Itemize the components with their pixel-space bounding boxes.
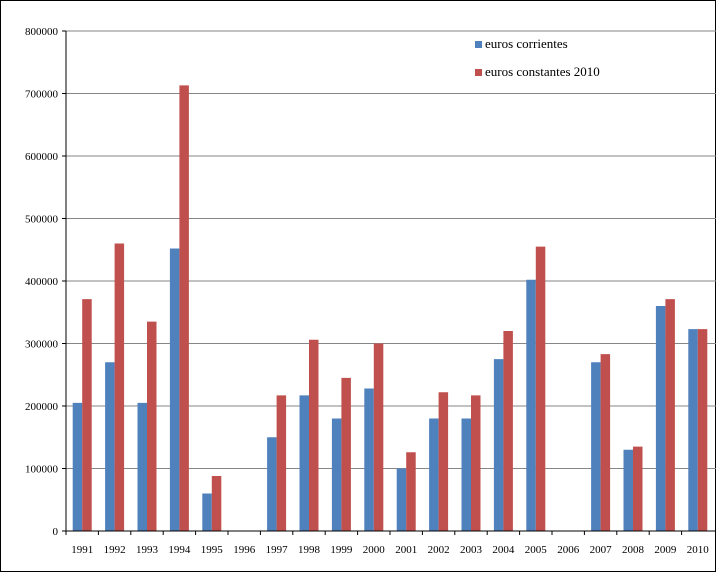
bar-constantes-1992 (114, 243, 125, 531)
x-tick-label: 2010 (687, 544, 710, 556)
y-tick-label: 700000 (25, 89, 59, 101)
x-tick-label: 1992 (104, 544, 126, 556)
bar-constantes-2001 (406, 452, 416, 531)
x-tick-label: 2008 (622, 544, 645, 556)
bar-corrientes-2009 (655, 306, 666, 531)
bar-constantes-1993 (147, 321, 157, 531)
bar-constantes-2009 (665, 299, 675, 531)
bar-corrientes-2004 (493, 359, 504, 531)
x-tick-label: 1993 (136, 544, 159, 556)
y-tick-label: 100000 (25, 464, 59, 476)
x-tick-label: 1996 (233, 544, 256, 556)
x-tick-label: 2003 (460, 544, 483, 556)
bar-corrientes-1995 (202, 493, 212, 531)
bar-corrientes-2010 (688, 329, 698, 531)
x-tick-label: 2007 (590, 544, 613, 556)
x-tick-label: 1999 (330, 544, 353, 556)
y-tick-label: 0 (53, 526, 59, 538)
bar-corrientes-1997 (267, 437, 277, 531)
bar-constantes-2004 (503, 331, 513, 531)
y-tick-label: 200000 (25, 401, 59, 413)
bar-corrientes-1993 (137, 402, 147, 531)
legend: euros corrientes euros constantes 2010 (475, 36, 600, 79)
bar-constantes-2010 (697, 329, 708, 531)
bars (72, 85, 708, 531)
x-tick-label: 2004 (492, 544, 515, 556)
legend-label: euros constantes 2010 (485, 64, 600, 79)
bar-corrientes-1994 (169, 248, 180, 531)
x-tick-label: 2005 (525, 544, 548, 556)
bar-constantes-1999 (341, 377, 351, 531)
bar-corrientes-2007 (591, 362, 601, 531)
x-tick-label: 1997 (266, 544, 289, 556)
gridlines (66, 30, 716, 469)
axes (62, 30, 716, 535)
bar-constantes-1994 (179, 85, 189, 531)
bar-constantes-2000 (373, 343, 384, 531)
bar-corrientes-2003 (461, 418, 471, 531)
bar-constantes-1997 (276, 395, 287, 531)
bar-corrientes-1991 (72, 402, 83, 531)
y-tick-labels: 0 100000 200000 300000 400000 500000 600000 700… (25, 26, 59, 538)
bar-corrientes-1999 (331, 418, 342, 531)
bar-constantes-2007 (600, 354, 611, 531)
x-tick-label: 2001 (395, 544, 417, 556)
bar-constantes-2003 (471, 395, 481, 531)
bar-constantes-1991 (82, 299, 92, 531)
bar-corrientes-2001 (396, 468, 407, 531)
x-tick-label: 2006 (557, 544, 580, 556)
bar-constantes-2008 (633, 446, 643, 531)
bar-corrientes-2000 (364, 388, 374, 531)
bar-constantes-1998 (309, 339, 319, 531)
bar-corrientes-2008 (623, 449, 633, 531)
x-tick-label: 2002 (428, 544, 450, 556)
x-tick-label: 1994 (168, 544, 191, 556)
legend-label: euros corrientes (485, 36, 568, 51)
y-tick-label: 600000 (25, 151, 59, 163)
bar-constantes-2005 (535, 246, 546, 531)
x-tick-label: 2000 (363, 544, 386, 556)
legend-swatch (475, 41, 482, 48)
bar-constantes-2002 (438, 392, 449, 531)
x-tick-label: 1991 (71, 544, 93, 556)
x-tick-labels: 1991 1992 1993 1994 1995 1996 1997 1998 1999 2000… (71, 544, 709, 556)
bar-corrientes-2005 (526, 279, 536, 531)
bar-corrientes-1992 (105, 362, 115, 531)
x-tick-label: 1998 (298, 544, 321, 556)
bar-corrientes-2002 (429, 418, 439, 531)
y-tick-label: 300000 (25, 339, 59, 351)
x-tick-label: 1995 (201, 544, 224, 556)
bar-corrientes-1998 (299, 395, 309, 531)
y-tick-label: 500000 (25, 214, 59, 226)
legend-swatch (475, 69, 482, 76)
y-tick-label: 400000 (25, 276, 59, 288)
x-tick-label: 2009 (654, 544, 677, 556)
bar-constantes-1995 (211, 476, 222, 531)
y-tick-label: 800000 (25, 26, 59, 38)
